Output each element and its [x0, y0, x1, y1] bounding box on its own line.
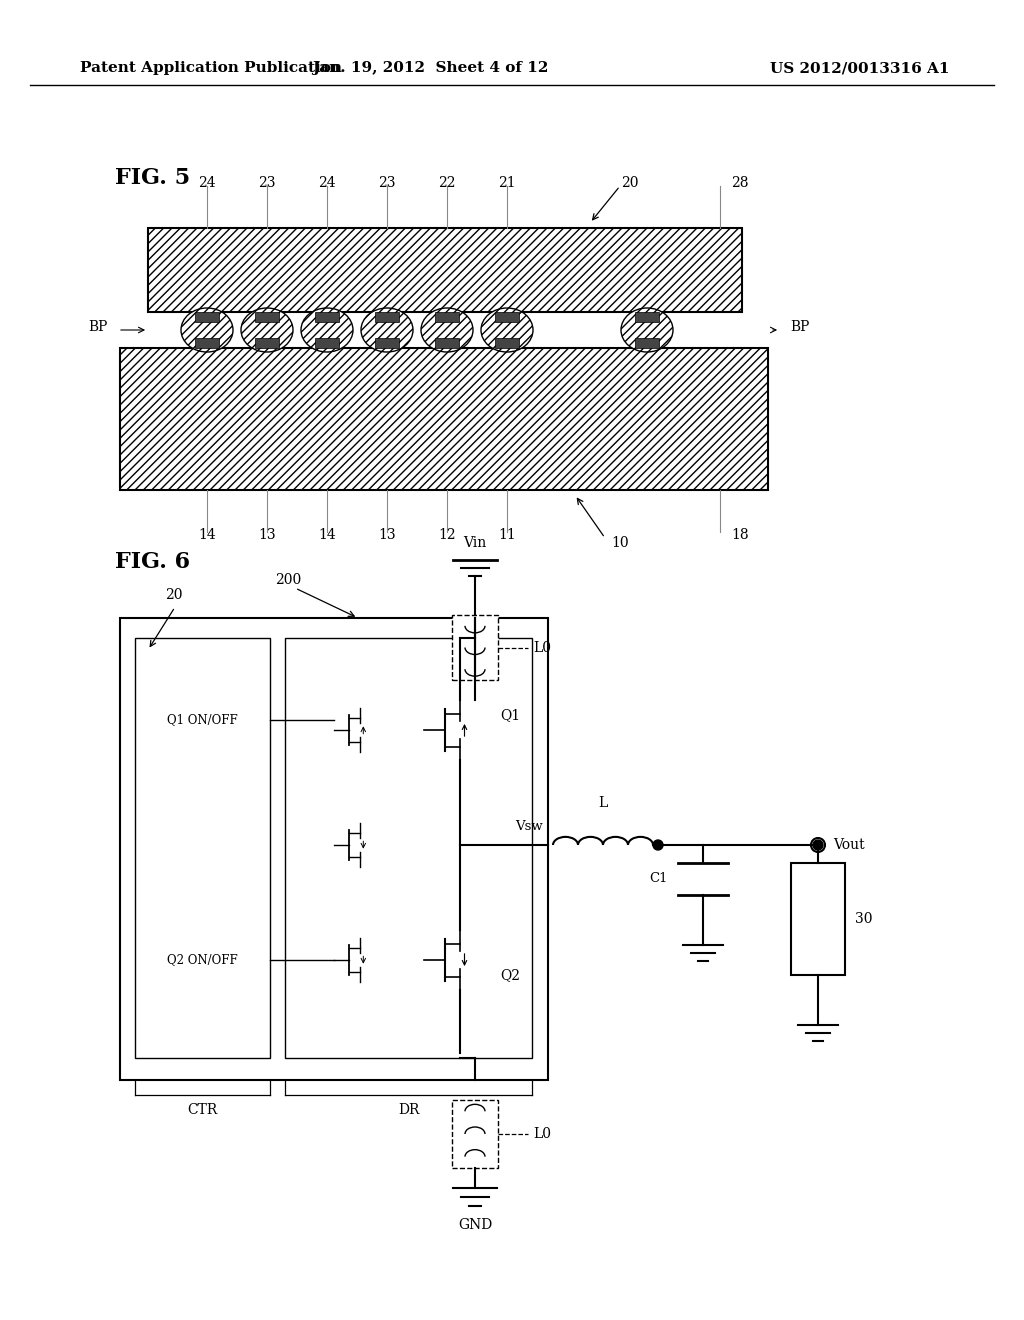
Ellipse shape [241, 308, 293, 352]
Text: 24: 24 [199, 176, 216, 190]
Text: 30: 30 [855, 912, 872, 927]
Ellipse shape [361, 308, 413, 352]
Text: 14: 14 [318, 528, 336, 543]
Bar [375, 312, 399, 322]
Bar [195, 338, 219, 348]
Text: 24: 24 [318, 176, 336, 190]
Bar [285, 638, 532, 1059]
Bar [495, 338, 519, 348]
Text: Patent Application Publication: Patent Application Publication [80, 61, 342, 75]
Text: US 2012/0013316 A1: US 2012/0013316 A1 [770, 61, 950, 75]
Text: BP: BP [790, 319, 809, 334]
Text: C1: C1 [649, 873, 668, 886]
Text: 12: 12 [438, 528, 456, 543]
Text: Q2 ON/OFF: Q2 ON/OFF [167, 953, 238, 966]
Text: 14: 14 [198, 528, 216, 543]
Ellipse shape [481, 308, 534, 352]
Bar [375, 338, 399, 348]
Text: 18: 18 [731, 528, 749, 543]
Text: Q2: Q2 [500, 968, 520, 982]
Text: Q1 ON/OFF: Q1 ON/OFF [167, 714, 238, 726]
Circle shape [653, 840, 663, 850]
Bar [435, 312, 459, 322]
Bar [195, 312, 219, 322]
Ellipse shape [621, 308, 673, 352]
Bar [452, 1100, 498, 1168]
Text: 22: 22 [438, 176, 456, 190]
Bar [635, 312, 659, 322]
Bar [135, 638, 270, 1059]
Bar [435, 338, 459, 348]
Text: Vout: Vout [833, 838, 864, 851]
Text: CTR: CTR [187, 1104, 218, 1117]
Circle shape [813, 840, 823, 850]
Bar [255, 312, 279, 322]
Text: L: L [598, 796, 607, 810]
Bar [635, 338, 659, 348]
Text: 13: 13 [378, 528, 396, 543]
Ellipse shape [181, 308, 233, 352]
Bar [452, 615, 498, 680]
Text: FIG. 6: FIG. 6 [115, 550, 190, 573]
Text: 20: 20 [165, 587, 182, 602]
Text: 11: 11 [498, 528, 516, 543]
Text: 28: 28 [731, 176, 749, 190]
Text: DR: DR [397, 1104, 419, 1117]
Text: 10: 10 [611, 536, 629, 550]
Bar [791, 863, 845, 975]
Bar [315, 312, 339, 322]
Text: 13: 13 [258, 528, 275, 543]
Text: Vsw: Vsw [515, 820, 543, 833]
Bar [120, 348, 768, 490]
Text: Vin: Vin [464, 536, 486, 550]
Text: 20: 20 [622, 176, 639, 190]
Text: Jan. 19, 2012  Sheet 4 of 12: Jan. 19, 2012 Sheet 4 of 12 [312, 61, 548, 75]
Text: L0: L0 [534, 640, 551, 655]
Text: L0: L0 [534, 1127, 551, 1140]
Bar [148, 228, 742, 312]
Ellipse shape [421, 308, 473, 352]
Bar [495, 312, 519, 322]
Text: 200: 200 [275, 573, 301, 587]
Ellipse shape [301, 308, 353, 352]
Bar [315, 338, 339, 348]
Bar [120, 618, 548, 1080]
Text: FIG. 5: FIG. 5 [115, 168, 190, 189]
Text: 23: 23 [378, 176, 395, 190]
Text: GND: GND [458, 1218, 493, 1232]
Text: BP: BP [89, 319, 108, 334]
Bar [255, 338, 279, 348]
Text: Q1: Q1 [500, 708, 520, 722]
Text: 21: 21 [499, 176, 516, 190]
Text: 23: 23 [258, 176, 275, 190]
